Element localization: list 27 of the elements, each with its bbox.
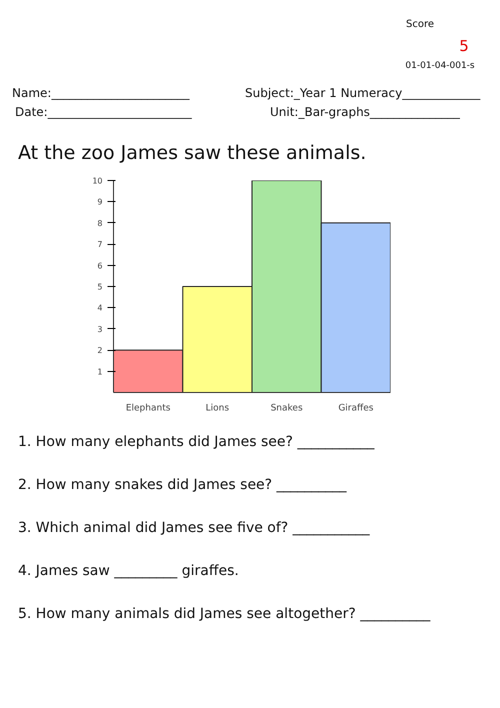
y-tick-label: 4	[97, 304, 103, 313]
text: 5	[459, 36, 469, 57]
y-tick-label: 10	[92, 176, 103, 186]
y-tick-label: 2	[97, 346, 103, 356]
y-tick-label: 7	[97, 240, 103, 250]
text: 2. How many snakes did James see? __________	[18, 476, 347, 495]
text: 5. How many animals did James see altogether? __________	[18, 605, 430, 624]
y-tick-label: 5	[97, 282, 103, 292]
text: 4. James saw _________ giraffes.	[18, 562, 239, 581]
x-tick-label: Snakes	[270, 404, 303, 414]
x-tick-label: Lions	[206, 404, 230, 414]
x-tick-label: Elephants	[126, 404, 171, 414]
text: 01-01-04-001-s	[405, 60, 475, 73]
y-tick-label: 3	[97, 324, 103, 334]
text: Date:________________________	[15, 104, 192, 121]
chart-title: At the zoo James saw these animals.	[18, 141, 366, 166]
text: Unit:_Bar-graphs_______________	[270, 104, 460, 121]
text: 3. Which animal did James see five of? ___________	[18, 519, 370, 538]
text: 1. How many elephants did James see? ___________	[18, 433, 374, 452]
text: Name:_______________________	[12, 85, 190, 102]
y-tick-label: 6	[97, 261, 103, 270]
text: Score	[406, 18, 434, 32]
y-tick-label: 9	[97, 198, 103, 207]
y-tick-label: 1	[97, 367, 103, 376]
y-tick-label: 8	[97, 218, 103, 228]
text: Subject:_Year 1 Numeracy_____________	[245, 85, 480, 102]
x-tick-label: Giraffes	[338, 404, 374, 414]
